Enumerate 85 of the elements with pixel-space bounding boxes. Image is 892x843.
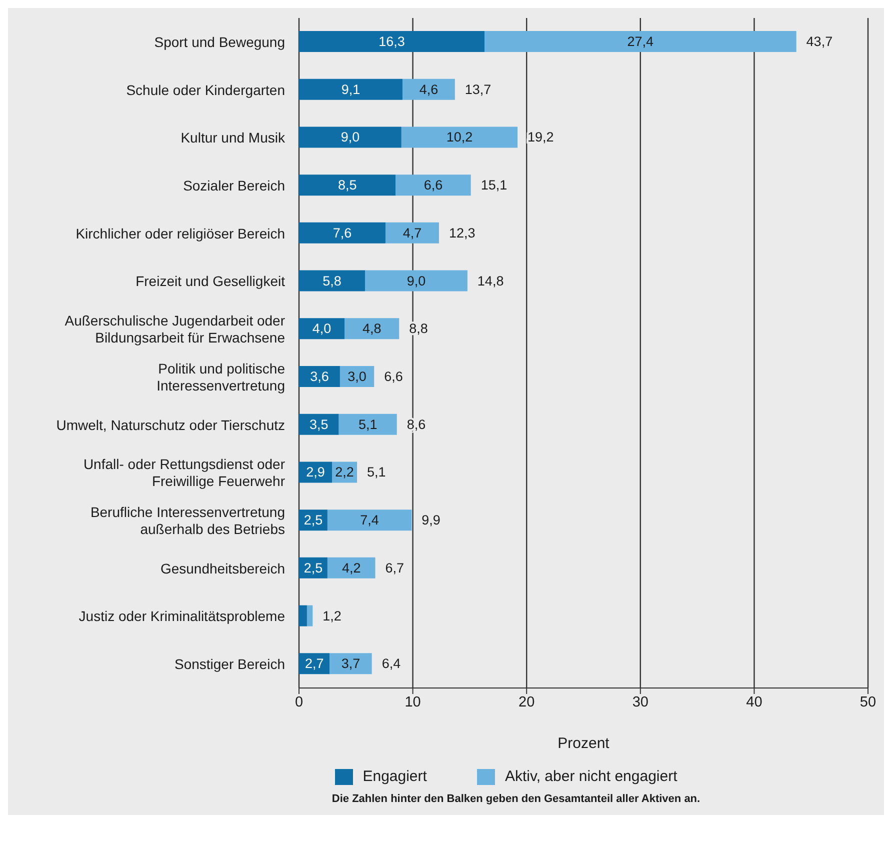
y-tick-label: Schule oder Kindergarten — [126, 82, 285, 98]
data-label: 4,0 — [312, 321, 332, 336]
total-label: 6,6 — [384, 369, 403, 384]
data-label: 7,4 — [360, 512, 380, 528]
total-label: 12,3 — [448, 225, 476, 240]
bar — [327, 557, 376, 578]
total-label: 5,1 — [367, 464, 386, 480]
total-label: 15,1 — [480, 178, 508, 193]
data-label: 2,5 — [304, 560, 323, 576]
data-label: 2,9 — [306, 464, 325, 480]
x-tick-label: 30 — [632, 694, 648, 710]
data-label: 10,2 — [446, 130, 473, 145]
data-label: 5,1 — [358, 416, 378, 432]
x-tick-label: 0 — [294, 694, 304, 710]
data-label: 3,6 — [310, 369, 329, 384]
data-label: 16,3 — [378, 34, 405, 49]
bar — [299, 318, 345, 340]
bar — [306, 605, 313, 626]
data-label: 6,6 — [424, 178, 443, 193]
data-label: 7,6 — [332, 225, 352, 240]
y-tick-label: Sonstiger Bereich — [174, 656, 285, 672]
bar — [299, 414, 339, 435]
data-label: 3,5 — [310, 416, 328, 432]
bar — [365, 270, 468, 292]
bar — [338, 414, 397, 435]
bar — [299, 605, 307, 626]
bar — [344, 318, 400, 340]
y-tick-label: Sport und Bewegung — [154, 34, 285, 50]
total-label: 6,7 — [385, 560, 404, 576]
data-label: 3,0 — [348, 369, 366, 384]
data-label: 2,7 — [304, 656, 324, 672]
x-tick-label: 10 — [404, 694, 421, 710]
bar — [299, 31, 484, 52]
total-label: 1,2 — [322, 608, 342, 624]
y-tick-label: Justiz oder Kriminalitätsprobleme — [78, 608, 286, 624]
y-tick-label: Gesundheitsbereich — [160, 560, 285, 576]
x-axis-title: Prozent — [558, 735, 610, 752]
y-tick-label: Berufliche Interessenvertretung außerhalb des Betriebs — [90, 504, 285, 537]
y-tick-label: Sozialer Bereich — [183, 178, 285, 194]
text: Die Zahlen hinter den Balken geben den Gesamtanteil aller Aktiven an. — [330, 793, 702, 805]
bar — [385, 222, 439, 244]
data-label: 9,0 — [340, 130, 360, 145]
data-label: 9,0 — [406, 273, 426, 288]
data-label: 8,5 — [338, 178, 357, 193]
bar — [299, 126, 402, 148]
data-label: 2,2 — [335, 464, 354, 480]
data-label: 4,2 — [342, 560, 361, 576]
bar — [299, 270, 366, 292]
legend-label: Engagiert — [362, 768, 427, 785]
x-tick-label: 20 — [518, 694, 535, 710]
bar — [299, 653, 330, 674]
x-tick-label: 50 — [860, 694, 876, 710]
total-label: 13,7 — [464, 82, 492, 97]
bar — [299, 78, 403, 100]
data-label: 9,1 — [341, 82, 360, 97]
y-tick-label: Kirchlicher oder religiöser Bereich — [76, 225, 285, 242]
bar — [299, 222, 386, 244]
total-label: 43,7 — [806, 34, 833, 49]
legend-label: Aktiv, aber nicht engagiert — [504, 768, 678, 785]
y-tick-label: Unfall- oder Rettungsdienst oder Freiwillige Feuerwehr — [83, 456, 286, 490]
total-label: 14,8 — [477, 273, 504, 288]
y-tick-label: Umwelt, Naturschutz oder Tierschutz — [56, 416, 285, 433]
bar — [330, 653, 372, 674]
data-label: 4,7 — [402, 225, 422, 240]
y-tick-label: Kultur und Musik — [180, 130, 286, 146]
y-tick-label: Außerschulische Jugendarbeit oder Bildungsarbeit für Erwachsene — [64, 312, 286, 346]
y-tick-label: Politik und politische Interessenvertretung — [156, 360, 286, 394]
total-label: 19,2 — [527, 130, 554, 145]
data-label: 3,7 — [341, 656, 360, 672]
data-label: 5,8 — [322, 273, 342, 288]
total-label: 9,9 — [422, 512, 440, 528]
bar — [402, 78, 455, 100]
data-label: 2,5 — [304, 512, 323, 528]
bar — [327, 510, 412, 531]
data-label: 4,8 — [362, 321, 382, 336]
bar — [299, 174, 396, 196]
data-label: 27,4 — [627, 34, 654, 49]
bar — [396, 174, 471, 196]
bar — [299, 366, 340, 387]
x-tick-label: 40 — [746, 694, 762, 710]
bar — [401, 126, 518, 148]
total-label: 6,4 — [382, 656, 402, 672]
bar — [484, 31, 796, 52]
y-tick-label: Freizeit und Geselligkeit — [136, 273, 286, 290]
data-label: 4,6 — [419, 82, 438, 97]
